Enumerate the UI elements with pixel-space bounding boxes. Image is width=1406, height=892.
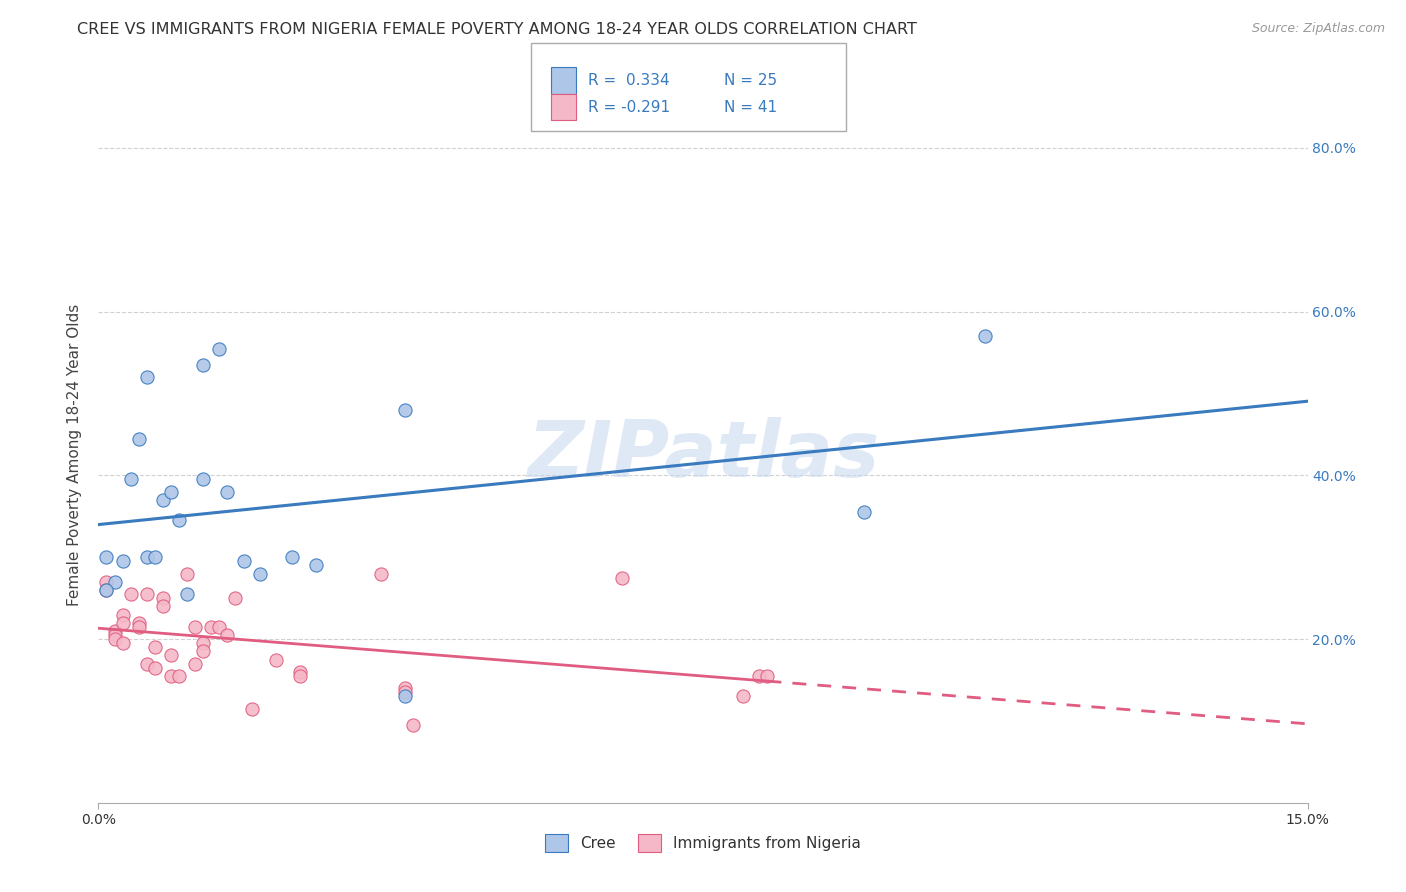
Y-axis label: Female Poverty Among 18-24 Year Olds: Female Poverty Among 18-24 Year Olds — [67, 304, 83, 606]
Point — [756, 669, 779, 683]
Point — [135, 370, 157, 384]
Point — [232, 554, 254, 568]
Point — [208, 620, 231, 634]
Text: N = 25: N = 25 — [724, 73, 778, 87]
Point — [394, 685, 416, 699]
Point — [160, 669, 183, 683]
Point — [402, 718, 425, 732]
Point — [96, 582, 118, 597]
Point — [394, 681, 416, 696]
Point — [394, 690, 416, 704]
Text: R = -0.291: R = -0.291 — [588, 100, 669, 114]
Point — [176, 566, 198, 581]
Point — [135, 550, 157, 565]
Point — [200, 620, 222, 634]
Point — [143, 640, 166, 655]
Point — [103, 628, 125, 642]
Point — [193, 358, 215, 372]
Point — [974, 329, 997, 343]
Point — [249, 566, 271, 581]
Point — [217, 484, 239, 499]
Point — [103, 624, 125, 638]
Point — [152, 492, 174, 507]
Point — [176, 587, 198, 601]
Point — [103, 632, 125, 646]
Point — [111, 554, 134, 568]
Text: R =  0.334: R = 0.334 — [588, 73, 669, 87]
Point — [96, 574, 118, 589]
Point — [184, 620, 207, 634]
Point — [167, 513, 190, 527]
Point — [217, 628, 239, 642]
Point — [193, 636, 215, 650]
Point — [370, 566, 392, 581]
Point — [152, 599, 174, 614]
Point — [305, 558, 328, 573]
Point — [152, 591, 174, 606]
Point — [208, 342, 231, 356]
Point — [135, 657, 157, 671]
Point — [135, 587, 157, 601]
Point — [103, 574, 125, 589]
Text: ZIPatlas: ZIPatlas — [527, 417, 879, 493]
Point — [224, 591, 246, 606]
Point — [612, 571, 634, 585]
Point — [193, 473, 215, 487]
Point — [281, 550, 304, 565]
Point — [160, 484, 183, 499]
Point — [143, 550, 166, 565]
Point — [160, 648, 183, 663]
Point — [128, 620, 150, 634]
Point — [288, 669, 311, 683]
Point — [193, 644, 215, 658]
Point — [394, 403, 416, 417]
Point — [111, 615, 134, 630]
Point — [128, 432, 150, 446]
Point — [96, 550, 118, 565]
Point — [288, 665, 311, 679]
Point — [240, 701, 263, 715]
Point — [733, 690, 755, 704]
Point — [111, 607, 134, 622]
Point — [748, 669, 770, 683]
Point — [184, 657, 207, 671]
Point — [167, 669, 190, 683]
Point — [120, 473, 142, 487]
Point — [853, 505, 876, 519]
Text: N = 41: N = 41 — [724, 100, 778, 114]
Text: Source: ZipAtlas.com: Source: ZipAtlas.com — [1251, 22, 1385, 36]
Point — [120, 587, 142, 601]
Point — [143, 661, 166, 675]
Legend: Cree, Immigrants from Nigeria: Cree, Immigrants from Nigeria — [538, 828, 868, 858]
Point — [128, 615, 150, 630]
Point — [264, 652, 287, 666]
Text: CREE VS IMMIGRANTS FROM NIGERIA FEMALE POVERTY AMONG 18-24 YEAR OLDS CORRELATION: CREE VS IMMIGRANTS FROM NIGERIA FEMALE P… — [77, 22, 917, 37]
Point — [111, 636, 134, 650]
Point — [96, 582, 118, 597]
